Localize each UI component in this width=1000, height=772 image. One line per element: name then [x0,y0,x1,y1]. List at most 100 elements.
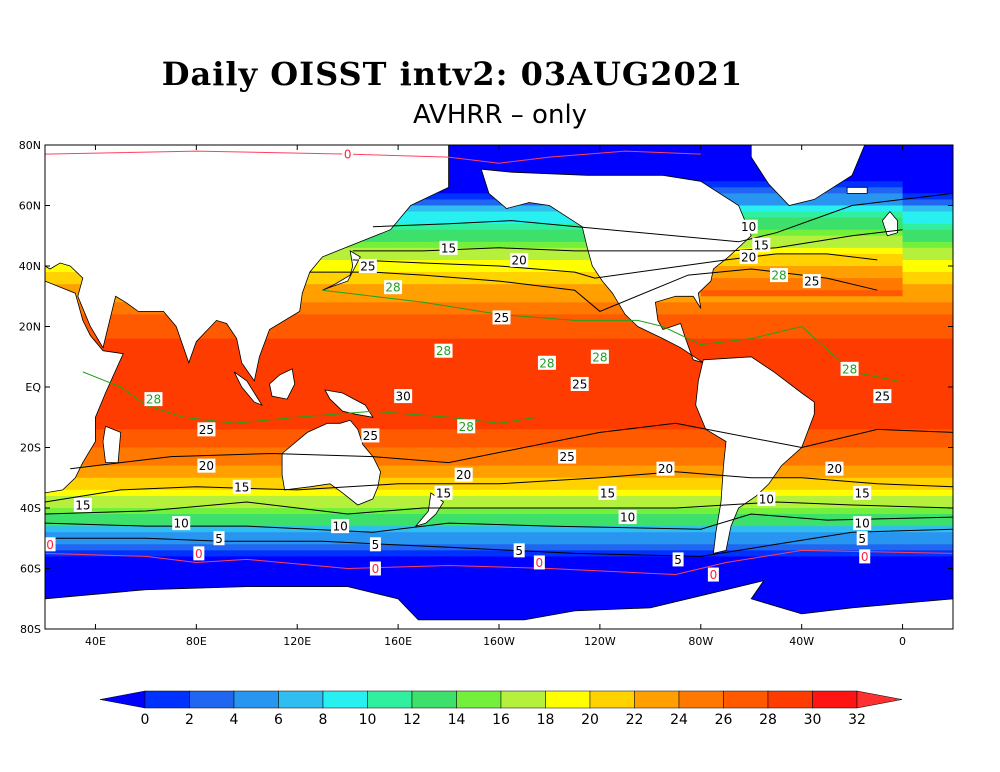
sst-cell [95,550,122,557]
sst-cell [221,338,248,346]
sst-cell [221,423,248,430]
sst-cell [902,520,929,527]
sst-cell [171,556,197,564]
sst-cell [549,296,576,303]
sst-cell [120,489,147,497]
sst-cell [145,320,172,328]
sst-cell [448,320,475,328]
sst-cell [625,459,651,467]
sst-cell [196,520,223,527]
sst-cell [423,574,450,582]
sst-cell [574,508,601,515]
sst-cell [801,477,828,485]
sst-cell [499,266,525,273]
sst-cell [398,405,424,412]
contour-label-box [739,219,758,234]
sst-cell [549,441,576,449]
sst-cell [120,326,147,334]
sst-cell [826,193,853,201]
sst-cell [549,247,576,255]
sst-cell [272,526,298,533]
sst-cell [751,520,778,527]
colorbar-swatch [723,690,769,709]
sst-cell [826,580,853,588]
sst-cell [423,405,450,412]
sst-cell [675,556,702,564]
sst-cell [599,471,626,479]
sst-cell [927,592,953,600]
contour-label-text: 25 [360,260,375,274]
sst-cell [675,362,702,370]
sst-cell [196,532,223,539]
sst-cell [826,314,853,322]
lon-tick-label: 120E [283,635,311,648]
sst-cell [120,356,147,364]
sst-cell [751,556,778,564]
sst-cell [877,380,904,388]
sst-cell [499,284,525,291]
sst-cell [347,550,374,557]
sst-cell [650,453,677,461]
sst-cell [120,399,147,406]
sst-cell [347,278,374,285]
sst-cell [423,447,450,455]
sst-cell [801,526,828,533]
sst-cell [196,344,223,352]
sst-cell [675,374,702,382]
sst-cell [120,320,147,328]
sst-cell [423,326,450,334]
sst-cell [549,362,576,370]
lon-tick-label: 40E [85,635,106,648]
sst-cell [625,550,651,557]
sst-cell [877,465,904,473]
sst-cell [398,586,424,594]
landmass-new-zealand [414,492,445,527]
sst-cell [524,514,551,521]
contour-label-box [859,549,871,564]
sst-cell [574,495,601,503]
contour-label-text: 0 [372,562,380,576]
sst-cell [852,169,878,176]
sst-cell [95,532,122,539]
sst-cell [726,163,752,170]
sst-cell [246,544,273,551]
sst-cell [826,229,853,237]
sst-cell [372,259,399,267]
sst-cell [221,580,248,588]
sst-cell [801,350,828,358]
sst-cell [473,411,500,418]
sst-cell [902,393,929,400]
sst-cell [423,338,450,346]
sst-cell [574,574,601,582]
sst-cell [751,229,778,237]
contour-line-25 [70,422,953,470]
sst-cell [599,157,626,164]
sst-cell [120,308,147,315]
sst-cell [549,368,576,376]
sst-cell [120,387,147,394]
sst-cell [322,580,349,588]
sst-cell [473,508,500,515]
sst-cell [524,387,551,394]
sst-cell [473,550,500,557]
sst-cell [297,362,324,370]
sst-cell [423,435,450,443]
sst-cell [801,235,828,243]
sst-cell [297,544,324,551]
sst-cell [801,586,828,594]
sst-cell [751,550,778,557]
sst-cell [246,477,273,485]
contour-label-box [825,461,844,476]
sst-cell [599,362,626,370]
sst-cell [448,393,475,400]
sst-cell [650,399,677,406]
sst-cell [423,604,450,612]
sst-cell [423,205,450,213]
contour-label-text: 28 [385,281,400,295]
sst-cell [524,465,551,473]
sst-cell [145,520,172,527]
sst-cell [473,435,500,443]
sst-cell [574,350,601,358]
sst-cell [524,532,551,539]
sst-cell [448,592,475,600]
